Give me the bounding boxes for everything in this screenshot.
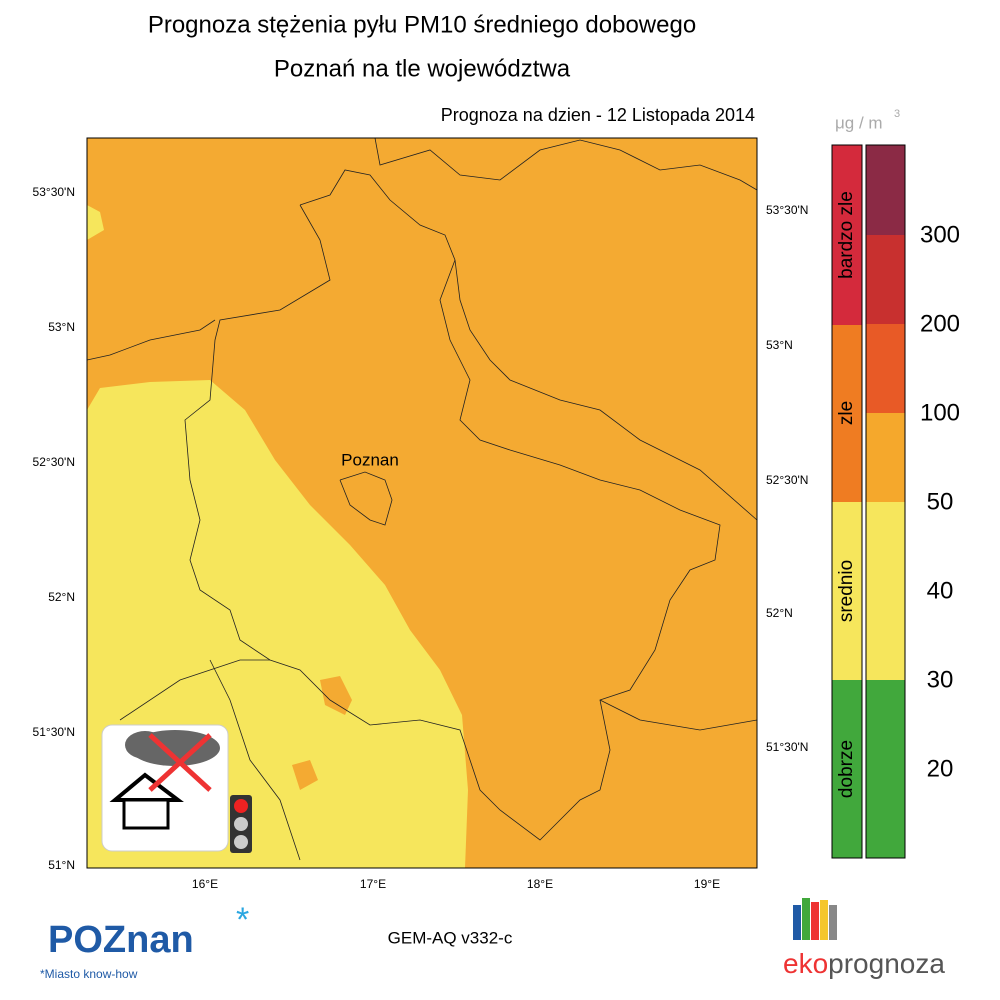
warning-icon bbox=[101, 724, 252, 853]
border bbox=[599, 699, 758, 731]
clean-area bbox=[87, 205, 104, 240]
lat-label: 52°30'N bbox=[33, 455, 75, 469]
city-logo: POZnan bbox=[48, 919, 194, 961]
border bbox=[119, 659, 270, 721]
legend-level: 300 bbox=[920, 221, 960, 248]
legend-category: dobrze bbox=[836, 740, 857, 798]
voivodeship-border bbox=[184, 169, 721, 841]
lat-label: 53°N bbox=[766, 338, 793, 352]
lat-label: 51°N bbox=[48, 858, 75, 872]
lat-label: 52°N bbox=[766, 606, 793, 620]
map-frame bbox=[86, 137, 758, 869]
legend-category: srednio bbox=[836, 560, 857, 622]
lat-label: 53°30'N bbox=[766, 203, 808, 217]
legend-unit-exp: 3 bbox=[894, 108, 900, 120]
lon-label: 16°E bbox=[192, 877, 218, 891]
city-label: Poznan bbox=[341, 450, 399, 469]
lat-label: 51°30'N bbox=[766, 740, 808, 754]
lat-label: 51°30'N bbox=[33, 725, 75, 739]
lon-label: 18°E bbox=[527, 877, 553, 891]
model-label: GEM-AQ v332-c bbox=[388, 928, 513, 947]
border bbox=[86, 319, 216, 361]
footer: POZnan * *Miasto know-how GEM-AQ v332-c … bbox=[40, 898, 945, 981]
forecast-date: Prognoza na dzien - 12 Listopada 2014 bbox=[441, 105, 755, 125]
legend-category: zle bbox=[836, 401, 857, 425]
lon-label: 19°E bbox=[694, 877, 720, 891]
lat-label: 52°30'N bbox=[766, 473, 808, 487]
brand-part: eko bbox=[783, 948, 828, 979]
city-tagline: *Miasto know-how bbox=[40, 967, 138, 981]
legend-level: 20 bbox=[927, 755, 954, 782]
legend-level: 100 bbox=[920, 399, 960, 426]
legend-level: 40 bbox=[927, 577, 954, 604]
lat-label: 52°N bbox=[48, 590, 75, 604]
lat-label: 53°30'N bbox=[33, 185, 75, 199]
border bbox=[209, 659, 301, 861]
legend-level: 30 bbox=[927, 666, 954, 693]
brand-icon bbox=[793, 898, 837, 940]
polluted-spot bbox=[292, 760, 318, 790]
border bbox=[374, 137, 758, 191]
legend-category: bardzo zle bbox=[836, 191, 857, 279]
legend-level: 200 bbox=[920, 310, 960, 337]
brand-part: prognoza bbox=[828, 948, 945, 979]
logo-star: * bbox=[236, 901, 249, 939]
lat-label: 53°N bbox=[48, 320, 75, 334]
border bbox=[454, 259, 758, 521]
map: Poznan 53°30'N 53°N 52°30'N 52°N 51°30'N 51°N… bbox=[33, 137, 808, 891]
legend-level: 50 bbox=[927, 488, 954, 515]
legend-unit: μg / m bbox=[835, 113, 883, 132]
title: Prognoza stężenia pyłu PM10 średniego do… bbox=[148, 11, 696, 38]
polluted-spot bbox=[320, 676, 352, 715]
city-border bbox=[339, 471, 393, 526]
subtitle: Poznań na tle województwa bbox=[274, 55, 571, 82]
lon-label: 17°E bbox=[360, 877, 386, 891]
brand: ekoprognoza bbox=[783, 948, 945, 979]
legend: μg / m 3 bardzo zle zle srednio dobrze 300 20… bbox=[831, 108, 960, 859]
